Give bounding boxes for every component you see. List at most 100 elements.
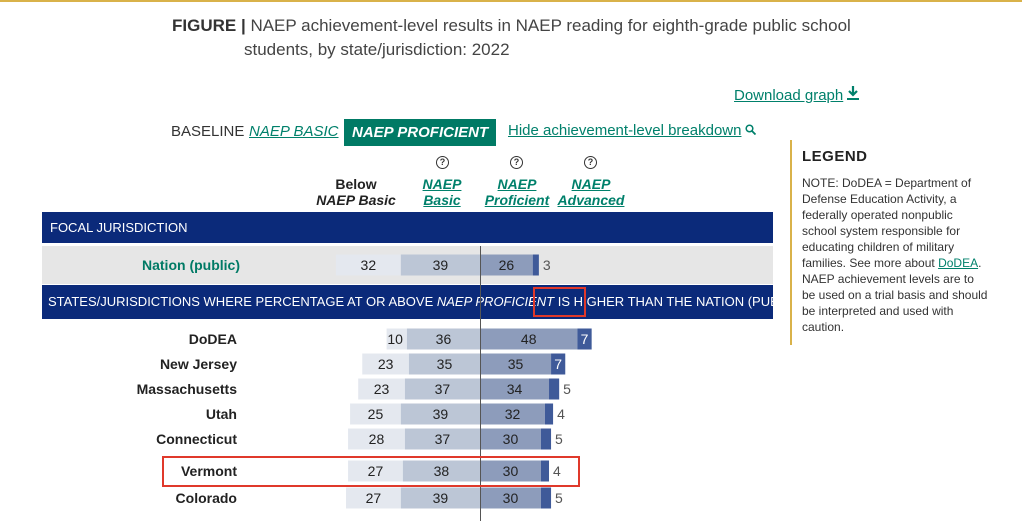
bar-below-basic-colorado (346, 487, 401, 509)
download-label: Download graph (734, 87, 844, 104)
label-advanced-massachusetts: 5 (563, 381, 571, 397)
bar-proficient-connecticut (480, 428, 541, 450)
legend-title: LEGEND (802, 148, 868, 165)
bar-basic-massachusetts (404, 378, 480, 400)
label-basic-connecticut: 37 (435, 431, 451, 447)
below-header-line2: NAEP Basic (316, 192, 396, 208)
proficient-baseline-divider (480, 246, 481, 521)
legend-note-part1: NOTE: DoDEA = Department of Defense Educ… (802, 176, 972, 270)
label-proficient-nation-public: 26 (499, 257, 515, 273)
label-below-basic-nation-public: 32 (361, 257, 377, 273)
label-below-basic-utah: 25 (368, 406, 384, 422)
bar-basic-nation-public (400, 254, 480, 276)
focal-jurisdiction-header: FOCAL JURISDICTION (42, 212, 773, 243)
label-basic-new-jersey: 35 (437, 356, 453, 372)
label-advanced-nation-public: 3 (543, 257, 551, 273)
baseline-proficient-button[interactable]: NAEP PROFICIENT (344, 119, 497, 146)
dodea-link[interactable]: DoDEA (938, 256, 979, 270)
bar-basic-colorado (400, 487, 480, 509)
bar-proficient-new-jersey (480, 353, 552, 375)
states-header-prefix: STATES/JURISDICTIONS WHERE PERCENTAGE AT… (48, 294, 437, 309)
category-label-massachusetts: Massachusetts (137, 381, 238, 397)
label-proficient-massachusetts: 34 (507, 381, 523, 397)
states-higher-header: STATES/JURISDICTIONS WHERE PERCENTAGE AT… (42, 285, 803, 319)
bar-proficient-nation-public (480, 254, 533, 276)
bar-advanced-nation-public (532, 254, 539, 276)
legend-note-part2: . NAEP achievement levels are to be used… (802, 256, 988, 334)
proficient-help-icon[interactable]: ? (510, 156, 523, 169)
bar-advanced-vermont (540, 460, 550, 482)
bar-advanced-connecticut (540, 428, 552, 450)
bar-advanced-massachusetts (549, 378, 560, 400)
label-basic-massachusetts: 37 (435, 381, 451, 397)
label-proficient-vermont: 30 (503, 463, 519, 479)
column-header-advanced[interactable]: NAEP Advanced (555, 176, 627, 208)
states-header-is: IS (554, 294, 574, 309)
figure-prefix: FIGURE | (172, 16, 246, 35)
download-graph-link[interactable]: Download graph (734, 86, 860, 104)
bar-proficient-dodea (480, 328, 578, 350)
category-label-vermont: Vermont (181, 463, 237, 479)
label-basic-vermont: 38 (434, 463, 450, 479)
proficient-header-line2: Proficient (484, 192, 550, 208)
category-label-connecticut: Connecticut (156, 431, 237, 447)
label-below-basic-vermont: 27 (368, 463, 384, 479)
label-proficient-colorado: 30 (503, 490, 519, 506)
label-advanced-utah: 4 (557, 406, 565, 422)
column-header-basic[interactable]: NAEP Basic (412, 176, 472, 208)
advanced-help-icon[interactable]: ? (584, 156, 597, 169)
basic-header-line1: NAEP (422, 176, 462, 192)
label-advanced-connecticut: 5 (555, 431, 563, 447)
top-accent-line (0, 0, 1022, 2)
label-below-basic-massachusetts: 23 (374, 381, 390, 397)
advanced-header-line2: Advanced (557, 192, 625, 208)
bar-below-basic-new-jersey (362, 353, 409, 375)
label-basic-colorado: 39 (433, 490, 449, 506)
label-basic-nation-public: 39 (433, 257, 449, 273)
figure-title-line2: students, by state/jurisdiction: 2022 (244, 40, 510, 59)
bar-advanced-new-jersey (551, 353, 566, 375)
bar-basic-utah (400, 403, 480, 425)
label-basic-dodea: 36 (436, 331, 452, 347)
bar-below-basic-connecticut (348, 428, 405, 450)
basic-help-icon[interactable]: ? (436, 156, 449, 169)
baseline-basic-button[interactable]: NAEP BASIC (249, 123, 339, 140)
category-label-colorado: Colorado (176, 490, 237, 506)
basic-header-line2: Basic (423, 192, 461, 208)
category-label-utah: Utah (206, 406, 237, 422)
label-proficient-new-jersey: 35 (508, 356, 524, 372)
bar-below-basic-nation-public (335, 254, 401, 276)
legend-panel: LEGEND NOTE: DoDEA = Department of Defen… (790, 140, 990, 345)
column-header-proficient[interactable]: NAEP Proficient (480, 176, 554, 208)
label-proficient-dodea: 48 (521, 331, 537, 347)
higher-highlight-box (533, 287, 586, 317)
category-label-new-jersey: New Jersey (160, 356, 237, 372)
states-header-higher: HIGHER (573, 294, 625, 309)
magnifier-icon (745, 124, 757, 138)
download-icon (847, 86, 860, 104)
category-label-dodea: DoDEA (189, 331, 237, 347)
bar-basic-vermont (402, 460, 480, 482)
hide-breakdown-label: Hide achievement-level breakdown (508, 122, 742, 139)
category-label-nation-public: Nation (public) (142, 257, 240, 273)
label-proficient-connecticut: 30 (503, 431, 519, 447)
states-header-suffix: THAN THE NATION (PUBLIC) (624, 294, 804, 309)
proficient-header-line1: NAEP (497, 176, 537, 192)
bar-proficient-massachusetts (480, 378, 550, 400)
label-below-basic-new-jersey: 23 (378, 356, 394, 372)
bar-proficient-colorado (480, 487, 541, 509)
vermont-highlight-box (162, 456, 580, 487)
below-header-line1: Below (335, 176, 377, 192)
label-below-basic-connecticut: 28 (369, 431, 385, 447)
label-below-basic-dodea: 10 (387, 331, 403, 347)
label-basic-utah: 39 (433, 406, 449, 422)
bar-basic-dodea (406, 328, 480, 350)
bar-basic-connecticut (404, 428, 480, 450)
label-advanced-colorado: 5 (555, 490, 563, 506)
bar-below-basic-massachusetts (358, 378, 405, 400)
bar-basic-new-jersey (408, 353, 480, 375)
baseline-label: BASELINE (171, 123, 245, 140)
hide-breakdown-link[interactable]: Hide achievement-level breakdown (508, 122, 757, 139)
bar-below-basic-utah (350, 403, 401, 425)
